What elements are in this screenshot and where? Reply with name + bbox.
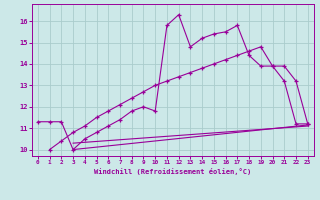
X-axis label: Windchill (Refroidissement éolien,°C): Windchill (Refroidissement éolien,°C)	[94, 168, 252, 175]
